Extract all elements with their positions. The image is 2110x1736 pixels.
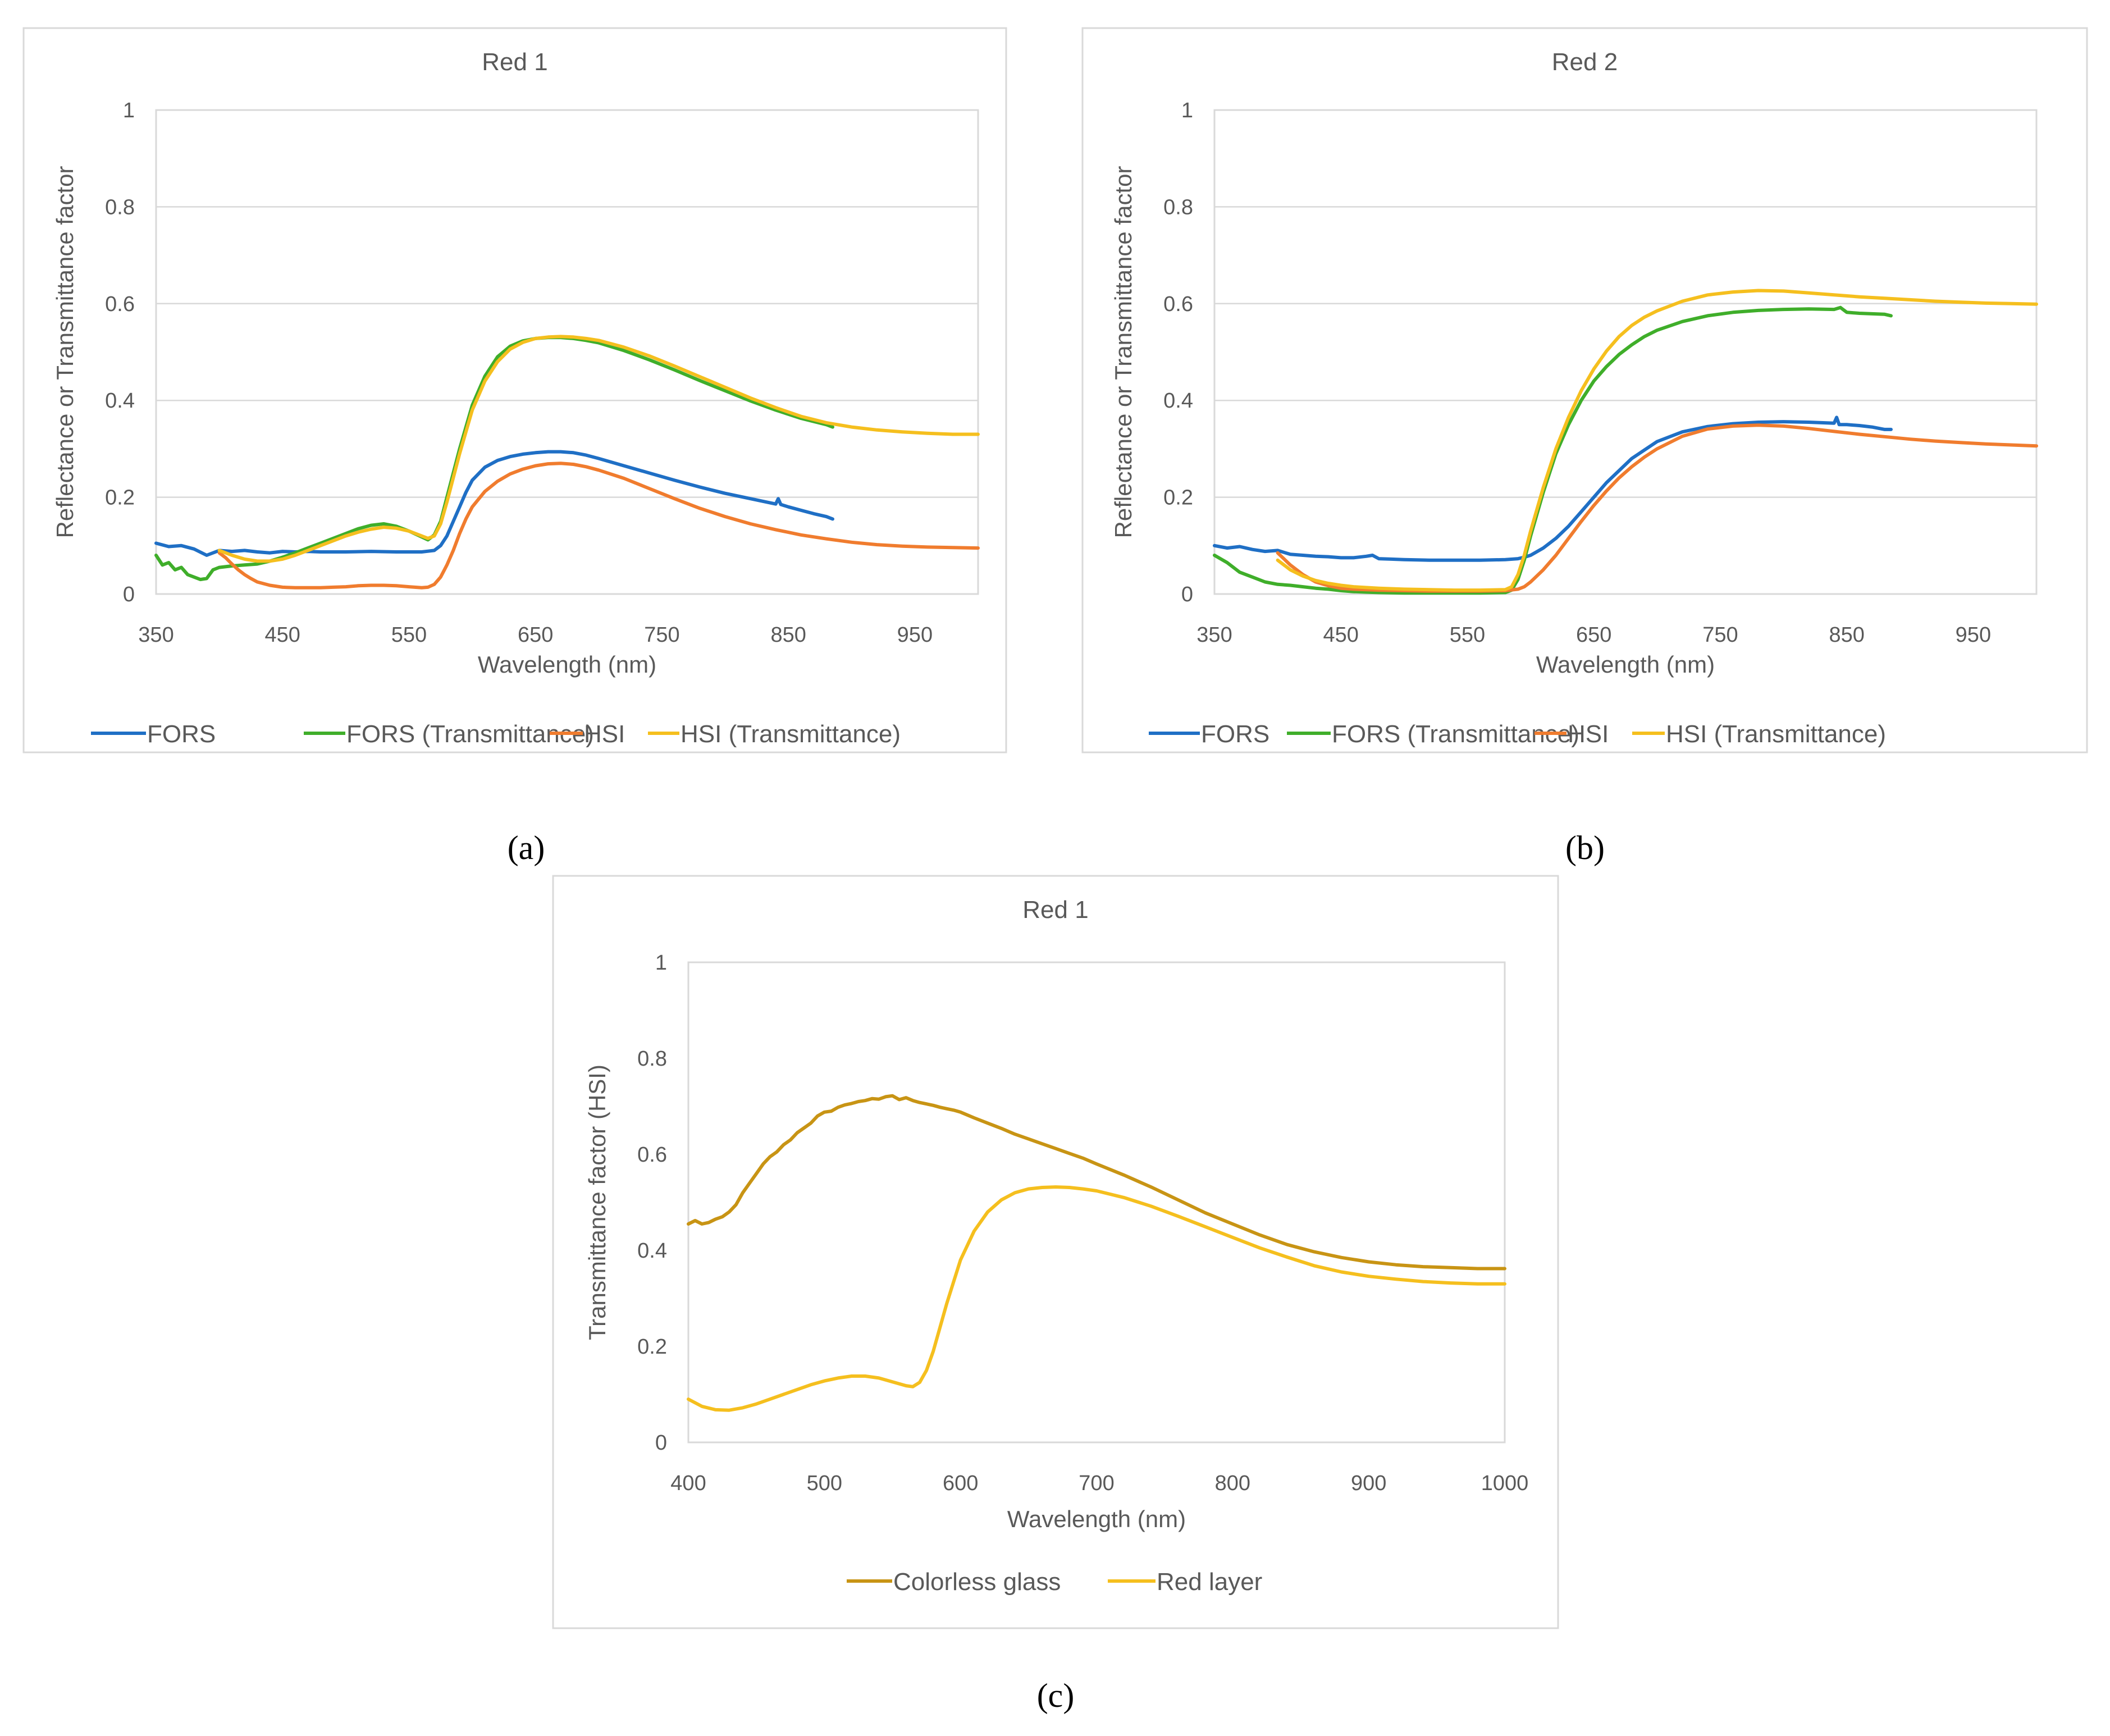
series-line-hsi-transmittance — [1276, 289, 2038, 592]
figure-caption: (a) — [508, 829, 545, 866]
x-tick-label: 550 — [391, 623, 427, 647]
y-tick-label: 0.8 — [1163, 195, 1193, 219]
x-tick-label: 650 — [1576, 623, 1611, 647]
y-tick-label: 1 — [655, 951, 667, 975]
x-tick-label: 800 — [1215, 1472, 1250, 1495]
x-tick-label: 550 — [1450, 623, 1485, 647]
y-tick-label: 0 — [123, 583, 135, 606]
x-tick-label: 650 — [518, 623, 553, 647]
chart-panel-a: 0 0.2 0.4 0.6 0.8 1 350 450 550 650 750 850 950 Red 1… — [22, 27, 1007, 753]
y-tick-label: 0.4 — [1163, 389, 1193, 413]
x-axis-title: Wavelength (nm) — [1007, 1506, 1186, 1532]
legend-label: HSI (Transmittance) — [681, 720, 901, 748]
x-tick-label: 950 — [897, 623, 933, 647]
y-tick-label: 0.6 — [105, 293, 135, 316]
x-tick-label: 1000 — [1481, 1472, 1529, 1495]
chart-title: Red 1 — [1022, 896, 1088, 924]
y-tick-label: 0.6 — [637, 1143, 667, 1167]
y-tick-label: 1 — [123, 99, 135, 122]
y-tick-label: 0.8 — [105, 195, 135, 219]
chart-title: Red 1 — [482, 48, 547, 76]
x-tick-label: 500 — [807, 1472, 842, 1495]
chart-panel-b: 0 0.2 0.4 0.6 0.8 1 350 450 550 650 750 850 950 Red 2… — [1081, 27, 2088, 753]
legend-label: HSI — [584, 720, 625, 748]
series-line-hsi — [1276, 423, 2038, 593]
x-tick-label: 700 — [1079, 1472, 1114, 1495]
figure-caption: (c) — [1037, 1677, 1075, 1714]
x-tick-label: 400 — [670, 1472, 706, 1495]
x-tick-label: 450 — [1323, 623, 1359, 647]
y-tick-label: 0 — [1181, 583, 1193, 606]
x-tick-label: 750 — [644, 623, 679, 647]
y-tick-label: 1 — [1181, 99, 1193, 122]
x-tick-label: 600 — [943, 1472, 978, 1495]
x-tick-label: 850 — [1829, 623, 1864, 647]
y-tick-label: 0 — [655, 1431, 667, 1455]
figure-caption: (b) — [1565, 829, 1605, 866]
y-tick-label: 0.4 — [105, 389, 135, 413]
y-tick-label: 0.2 — [105, 486, 135, 510]
x-tick-label: 750 — [1702, 623, 1738, 647]
legend-label: HSI — [1568, 720, 1609, 748]
legend-label: FORS — [1201, 720, 1269, 748]
x-tick-label: 350 — [138, 623, 173, 647]
legend-label: Colorless glass — [893, 1568, 1061, 1596]
series-line-hsi — [217, 462, 980, 590]
plot-area — [687, 961, 1506, 1443]
legend-label: FORS — [147, 720, 216, 748]
series-line-red-layer — [687, 1185, 1506, 1412]
x-tick-label: 450 — [265, 623, 300, 647]
y-tick-label: 0.2 — [1163, 486, 1193, 510]
legend-label: HSI (Transmittance) — [1666, 720, 1886, 748]
chart-title: Red 2 — [1552, 48, 1618, 76]
x-axis-title: Wavelength (nm) — [1536, 651, 1715, 678]
x-tick-label: 950 — [1956, 623, 1991, 647]
plot-area — [1213, 109, 2038, 595]
y-tick-label: 0.8 — [637, 1047, 667, 1071]
y-axis-title: Reflectance or Transmittance factor — [1110, 166, 1136, 538]
series-line-fors — [154, 450, 834, 557]
series-line-hsi-transmittance — [217, 335, 980, 563]
x-tick-label: 350 — [1196, 623, 1232, 647]
y-axis-title: Reflectance or Transmittance factor — [52, 166, 78, 538]
series-line-fors — [1213, 415, 1893, 562]
chart-panel-c: 0 0.2 0.4 0.6 0.8 1 400 500 600 700 800 900 1000 Red … — [552, 875, 1559, 1629]
x-axis-title: Wavelength (nm) — [478, 651, 656, 678]
legend-label: Red layer — [1157, 1568, 1262, 1596]
y-axis-title: Transmittance factor (HSI) — [584, 1065, 610, 1340]
y-tick-label: 0.4 — [637, 1239, 667, 1263]
y-tick-label: 0.6 — [1163, 293, 1193, 316]
series-line-colorless-glass — [687, 1094, 1506, 1271]
x-tick-label: 850 — [770, 623, 806, 647]
plot-area — [155, 109, 979, 595]
y-tick-label: 0.2 — [637, 1335, 667, 1359]
x-tick-label: 900 — [1351, 1472, 1386, 1495]
